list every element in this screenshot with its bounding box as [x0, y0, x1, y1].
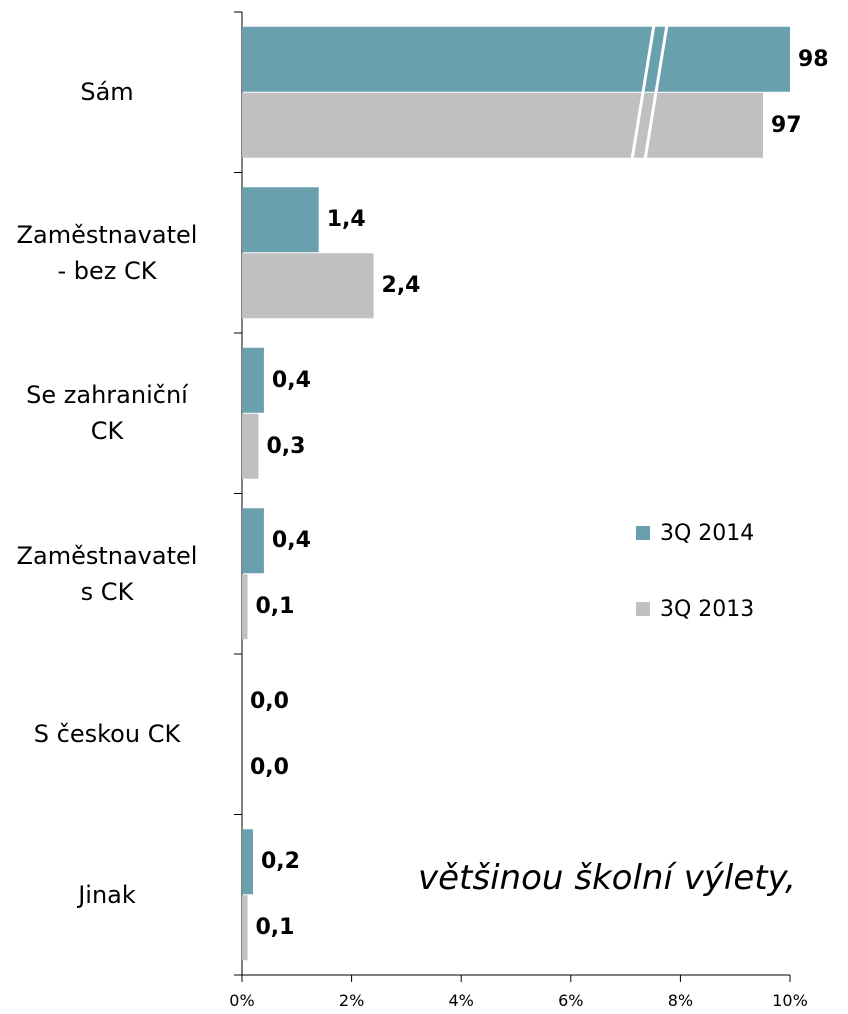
axis-break [630, 24, 656, 160]
category-label: Zaměstnavatel - bez CK [16, 220, 198, 285]
value-label: 0,0 [250, 754, 289, 780]
x-tick-label: 0% [229, 991, 255, 1010]
legend-label: 3Q 2014 [660, 520, 755, 546]
category-label: Jinak [78, 880, 136, 909]
value-label: 97 [771, 112, 802, 138]
x-tick-label: 6% [558, 991, 584, 1010]
x-tick-label: 4% [448, 991, 474, 1010]
value-label: 1,4 [326, 207, 366, 233]
category-label: Zaměstnavatel s CK [16, 541, 198, 606]
annotation: většinou školní výlety, [418, 858, 796, 898]
category-label: Se zahraniční CK [26, 381, 188, 446]
value-label: 0,1 [255, 915, 295, 941]
axis-break [643, 24, 669, 160]
bar [242, 508, 264, 574]
legend-swatch [636, 602, 650, 616]
value-label: 0,4 [271, 367, 311, 393]
category-label: S českou CK [33, 720, 181, 749]
bar [242, 92, 763, 158]
bar [242, 413, 259, 479]
x-tick-label: 8% [667, 991, 694, 1010]
bar [242, 829, 253, 895]
value-label: 0,3 [266, 433, 306, 459]
value-label: 2,4 [381, 273, 421, 299]
legend-label: 3Q 2013 [660, 596, 755, 622]
bar [242, 253, 374, 319]
value-label: 0,1 [255, 594, 295, 620]
value-label: 0,0 [250, 688, 289, 714]
bar [242, 187, 319, 253]
legend-swatch [636, 526, 650, 540]
bar [242, 347, 264, 413]
value-label: 98 [798, 46, 829, 72]
x-tick-label: 2% [338, 991, 365, 1010]
bar [242, 26, 790, 92]
bar [242, 895, 248, 961]
value-label: 0,4 [271, 528, 311, 554]
category-label: Sám [80, 78, 134, 107]
bar [242, 574, 248, 640]
value-label: 0,2 [260, 849, 300, 875]
x-tick-label: 10% [772, 991, 808, 1010]
